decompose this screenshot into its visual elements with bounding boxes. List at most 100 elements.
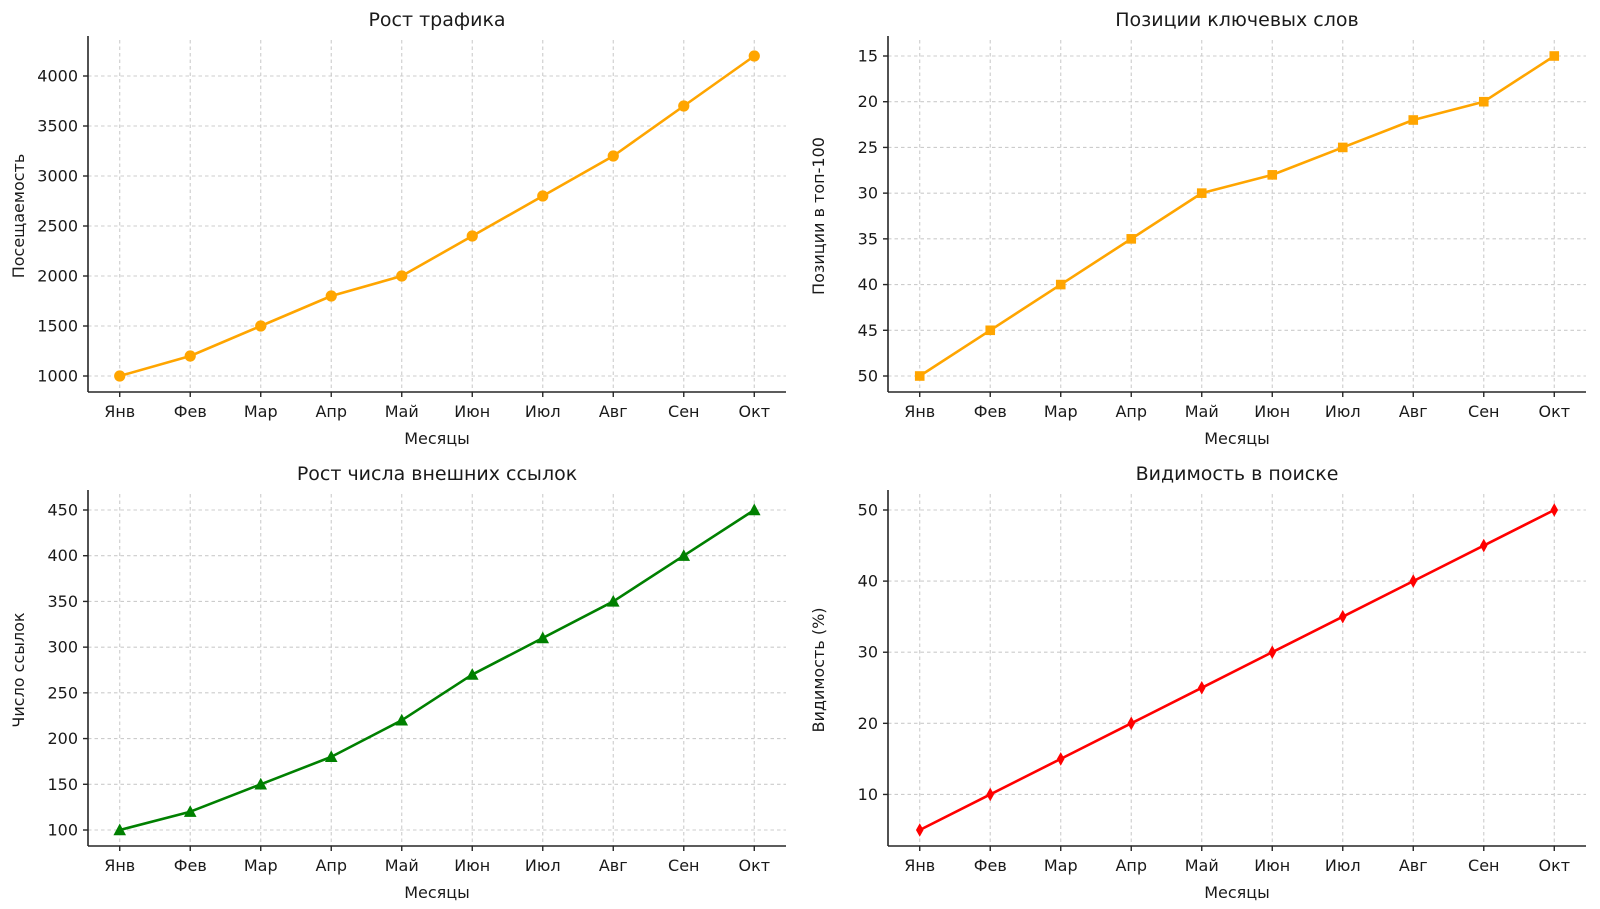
x-tick-label: Мар (1044, 856, 1078, 875)
y-tick-label: 40 (858, 572, 878, 591)
y-tick-label: 300 (47, 638, 78, 657)
y-tick-label: 30 (858, 643, 878, 662)
y-tick-label: 15 (858, 47, 878, 66)
x-tick-label: Апр (1115, 856, 1147, 875)
y-axis-ticks: 10 20 30 40 50 (858, 501, 888, 804)
axes-spines (887, 490, 1586, 847)
y-tick-label: 30 (858, 184, 878, 203)
data-point-diamond (1268, 645, 1277, 660)
x-tick-label: Сен (668, 856, 699, 875)
x-tick-label: Сен (1468, 402, 1499, 421)
grid-lines (888, 494, 1586, 846)
x-tick-label: Апр (315, 856, 347, 875)
x-tick-label: Окт (1538, 402, 1570, 421)
x-tick-label: Июл (1325, 856, 1361, 875)
data-point-circle (255, 320, 267, 332)
data-markers (113, 503, 761, 836)
x-tick-label: Мар (244, 856, 278, 875)
data-point-diamond (1550, 503, 1559, 517)
x-tick-label: Фев (174, 856, 207, 875)
x-tick-label: Мар (1044, 402, 1078, 421)
x-axis-ticks: Янв Фев Мар Апр Май Июн Июл Авг Сен Окт (104, 392, 770, 421)
y-tick-label: 3500 (37, 117, 78, 136)
y-tick-label: 50 (858, 367, 878, 386)
chart-title: Рост трафика (368, 9, 505, 31)
x-tick-label: Фев (174, 402, 207, 421)
y-tick-label: 450 (47, 501, 78, 520)
x-axis-label: Месяцы (1204, 883, 1270, 902)
data-markers (114, 50, 760, 382)
data-point-circle (325, 290, 337, 302)
data-point-square (985, 325, 996, 336)
x-tick-label: Авг (1399, 402, 1428, 421)
data-point-diamond (1127, 716, 1136, 731)
data-point-circle (114, 370, 126, 382)
y-tick-label: 40 (858, 275, 878, 294)
x-axis-label: Месяцы (404, 429, 470, 448)
data-point-square (1055, 279, 1066, 290)
x-tick-label: Сен (668, 402, 699, 421)
x-tick-label: Янв (904, 856, 935, 875)
data-point-diamond (1197, 680, 1206, 695)
y-tick-label: 2500 (37, 217, 78, 236)
y-tick-label: 100 (47, 821, 78, 840)
x-tick-label: Фев (974, 856, 1007, 875)
y-axis-ticks: 100 150 200 250 300 350 400 450 (47, 501, 88, 840)
data-point-triangle (113, 823, 127, 836)
data-point-diamond (1409, 574, 1418, 588)
x-axis-label: Месяцы (1204, 429, 1270, 448)
y-tick-label: 45 (858, 321, 878, 340)
y-tick-label: 400 (47, 546, 78, 565)
x-tick-label: Авг (599, 856, 628, 875)
chart-traffic-growth: 1000 1500 2000 2500 3000 3500 4000 Янв Фев Мар Апр… (0, 0, 800, 454)
data-line (918, 508, 1556, 832)
x-tick-label: Фев (974, 402, 1007, 421)
x-tick-label: Май (1185, 402, 1219, 421)
axes-spines (87, 36, 786, 393)
y-tick-label: 1000 (37, 367, 78, 386)
data-point-circle (678, 100, 690, 112)
data-point-circle (607, 150, 619, 162)
data-point-diamond (1338, 609, 1347, 624)
data-point-circle (537, 190, 549, 202)
x-tick-label: Янв (104, 402, 135, 421)
x-tick-label: Окт (738, 402, 770, 421)
data-point-triangle (324, 750, 338, 763)
keyword-positions-plot: 15 20 25 30 35 40 45 50 Янв Фев Мар Апр Май Июн Июл Авг… (809, 9, 1586, 448)
x-tick-label: Июн (1254, 402, 1290, 421)
y-axis-label: Позиции в топ-100 (809, 137, 828, 295)
data-line (118, 54, 756, 378)
data-point-circle (748, 50, 760, 62)
x-tick-label: Июн (454, 402, 490, 421)
data-point-square (1126, 234, 1137, 244)
data-point-circle (396, 270, 408, 282)
x-tick-label: Окт (738, 856, 770, 875)
y-axis-ticks: 1000 1500 2000 2500 3000 3500 4000 (37, 67, 88, 386)
x-tick-label: Мар (244, 402, 278, 421)
x-tick-label: Июл (525, 856, 561, 875)
grid-lines (88, 494, 786, 846)
x-axis-ticks: Янв Фев Мар Апр Май Июн Июл Авг Сен Окт (104, 846, 770, 875)
y-tick-label: 4000 (37, 67, 78, 86)
data-point-diamond (1479, 538, 1488, 553)
data-point-diamond (915, 823, 924, 837)
data-point-circle (184, 350, 196, 362)
grid-lines (88, 40, 786, 392)
data-point-triangle (536, 631, 550, 644)
traffic-growth-plot: 1000 1500 2000 2500 3000 3500 4000 Янв Фев Мар Апр… (9, 9, 786, 448)
y-axis-label: Посещаемость (9, 154, 28, 279)
chart-search-visibility: 10 20 30 40 50 Янв Фев Мар Апр Май Июн Июл Авг Сен Окт… (800, 454, 1600, 908)
data-point-square (1478, 96, 1489, 107)
y-tick-label: 50 (858, 501, 878, 520)
data-point-diamond (986, 787, 995, 802)
x-tick-label: Май (385, 402, 419, 421)
data-point-triangle (606, 594, 620, 607)
y-tick-label: 150 (47, 775, 78, 794)
x-tick-label: Июл (1325, 402, 1361, 421)
x-tick-label: Июн (1254, 856, 1290, 875)
x-tick-label: Апр (315, 402, 347, 421)
y-axis-ticks: 15 20 25 30 35 40 45 50 (858, 47, 888, 386)
chart-backlinks-growth: 100 150 200 250 300 350 400 450 Янв Фев Мар Апр Май И… (0, 454, 800, 908)
data-point-square (914, 371, 925, 381)
